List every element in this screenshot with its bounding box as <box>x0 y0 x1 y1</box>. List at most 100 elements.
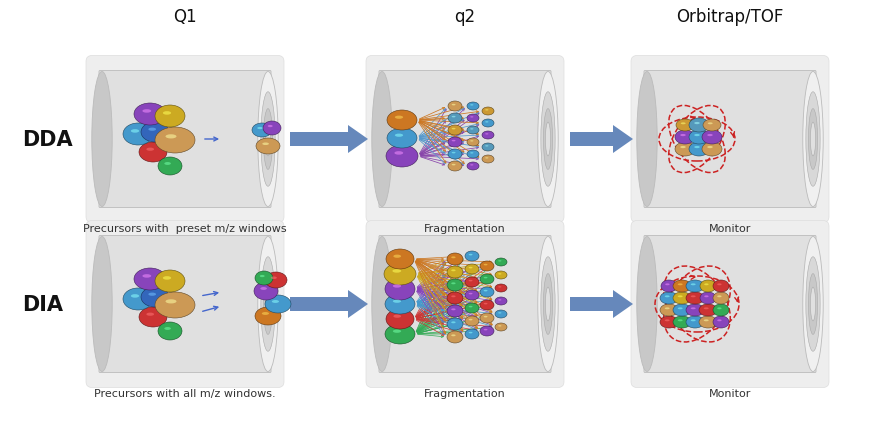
Ellipse shape <box>803 237 823 372</box>
Ellipse shape <box>675 131 695 145</box>
Ellipse shape <box>707 147 713 149</box>
Ellipse shape <box>467 127 479 135</box>
Ellipse shape <box>384 263 416 285</box>
Ellipse shape <box>686 293 704 304</box>
Ellipse shape <box>717 296 721 298</box>
Ellipse shape <box>480 300 494 310</box>
Ellipse shape <box>661 280 677 293</box>
Polygon shape <box>290 290 368 318</box>
Ellipse shape <box>394 315 401 318</box>
Ellipse shape <box>143 275 151 278</box>
Ellipse shape <box>395 134 403 138</box>
Ellipse shape <box>164 163 171 165</box>
FancyBboxPatch shape <box>379 236 551 373</box>
Ellipse shape <box>689 143 709 157</box>
Ellipse shape <box>806 257 820 352</box>
Ellipse shape <box>470 117 474 118</box>
Ellipse shape <box>451 309 455 311</box>
Ellipse shape <box>451 283 455 285</box>
Ellipse shape <box>665 308 670 309</box>
Polygon shape <box>570 290 633 318</box>
Text: Precursors with  preset m/z windows: Precursors with preset m/z windows <box>83 224 287 234</box>
Ellipse shape <box>123 124 153 146</box>
Ellipse shape <box>265 295 291 313</box>
Ellipse shape <box>480 274 494 284</box>
Ellipse shape <box>480 261 494 271</box>
Ellipse shape <box>686 316 704 328</box>
Ellipse shape <box>163 112 171 115</box>
Ellipse shape <box>452 164 455 166</box>
Ellipse shape <box>386 309 414 329</box>
Ellipse shape <box>149 293 156 296</box>
Ellipse shape <box>385 278 415 300</box>
Ellipse shape <box>395 152 403 155</box>
Ellipse shape <box>263 109 273 170</box>
Ellipse shape <box>468 267 473 269</box>
Ellipse shape <box>123 288 153 310</box>
Ellipse shape <box>686 304 704 316</box>
Ellipse shape <box>262 143 269 146</box>
Ellipse shape <box>467 151 479 159</box>
Ellipse shape <box>543 109 553 170</box>
Ellipse shape <box>393 270 401 273</box>
Ellipse shape <box>538 237 558 372</box>
Ellipse shape <box>163 276 171 280</box>
Ellipse shape <box>468 319 473 321</box>
Ellipse shape <box>717 319 721 322</box>
Ellipse shape <box>448 161 462 171</box>
Ellipse shape <box>387 129 417 149</box>
Ellipse shape <box>448 150 462 160</box>
Ellipse shape <box>452 141 455 142</box>
Ellipse shape <box>498 326 501 327</box>
Ellipse shape <box>255 307 281 325</box>
Ellipse shape <box>543 274 553 335</box>
Ellipse shape <box>680 123 686 125</box>
Ellipse shape <box>468 332 473 334</box>
Ellipse shape <box>451 257 455 259</box>
Ellipse shape <box>699 304 717 316</box>
Ellipse shape <box>452 128 455 130</box>
Ellipse shape <box>263 122 281 136</box>
Ellipse shape <box>482 132 494 140</box>
Ellipse shape <box>498 312 501 314</box>
Ellipse shape <box>691 308 696 309</box>
Ellipse shape <box>676 120 694 132</box>
Ellipse shape <box>485 134 488 135</box>
Ellipse shape <box>447 279 463 291</box>
Ellipse shape <box>498 299 501 301</box>
Ellipse shape <box>694 123 700 125</box>
Ellipse shape <box>165 299 176 304</box>
Ellipse shape <box>447 331 463 343</box>
Text: Monitor: Monitor <box>709 388 751 398</box>
Ellipse shape <box>689 119 709 133</box>
Ellipse shape <box>467 103 479 111</box>
FancyBboxPatch shape <box>86 56 284 223</box>
Ellipse shape <box>485 110 488 111</box>
Ellipse shape <box>694 147 700 149</box>
Ellipse shape <box>139 307 167 327</box>
Ellipse shape <box>484 290 488 292</box>
Ellipse shape <box>468 280 473 282</box>
Ellipse shape <box>468 293 473 295</box>
Ellipse shape <box>272 300 279 303</box>
Ellipse shape <box>262 312 269 315</box>
Ellipse shape <box>465 329 479 339</box>
Ellipse shape <box>393 330 401 333</box>
Ellipse shape <box>252 124 272 138</box>
Ellipse shape <box>385 324 415 344</box>
Ellipse shape <box>811 287 815 321</box>
Ellipse shape <box>717 308 721 309</box>
Ellipse shape <box>546 123 551 157</box>
Ellipse shape <box>468 254 473 256</box>
Polygon shape <box>290 126 368 154</box>
Ellipse shape <box>447 266 463 278</box>
Ellipse shape <box>165 135 176 139</box>
Ellipse shape <box>673 293 691 304</box>
Ellipse shape <box>713 293 729 304</box>
Ellipse shape <box>451 296 455 298</box>
Ellipse shape <box>470 141 474 142</box>
Ellipse shape <box>134 268 166 290</box>
Ellipse shape <box>155 270 185 293</box>
Ellipse shape <box>680 135 686 137</box>
Ellipse shape <box>811 123 815 157</box>
